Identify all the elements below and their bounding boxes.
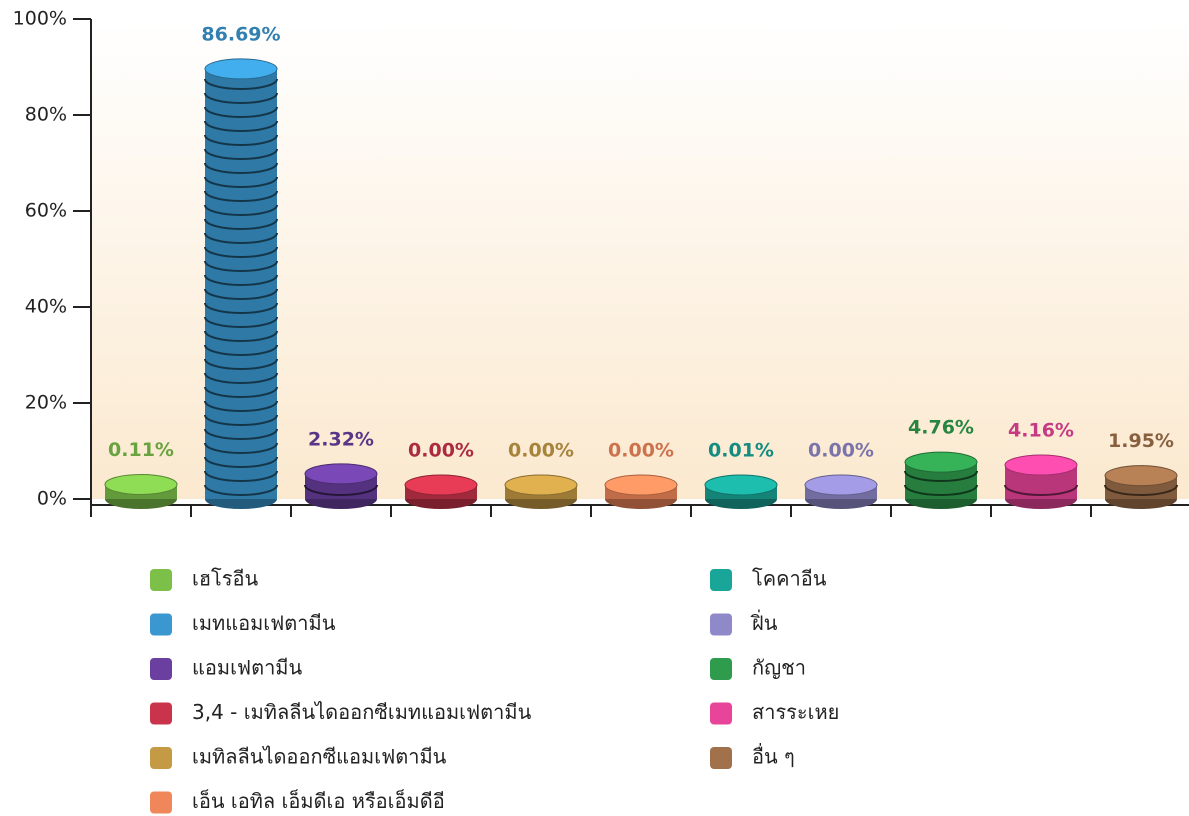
y-tick-label: 20% xyxy=(25,392,67,414)
coin-edge xyxy=(204,414,278,426)
legend-swatch xyxy=(150,791,172,814)
coin-edge xyxy=(204,330,278,342)
value-label: 4.16% xyxy=(1008,420,1074,442)
legend-label: เมทแอมเฟตามีน xyxy=(192,611,336,635)
coin-edge xyxy=(204,106,278,118)
coin-edge xyxy=(204,456,278,468)
y-tick-label: 0% xyxy=(37,488,67,510)
coin-edge xyxy=(1004,484,1078,496)
coin-edge xyxy=(204,288,278,300)
y-tick-label: 100% xyxy=(13,8,67,30)
legend-swatch xyxy=(150,747,172,769)
value-label: 0.00% xyxy=(808,440,874,462)
legend-swatch xyxy=(150,569,172,591)
legend-swatch xyxy=(710,658,732,680)
coin-edge xyxy=(204,218,278,230)
coin-top xyxy=(804,474,878,496)
coin-edge xyxy=(204,260,278,272)
value-label: 0.00% xyxy=(408,440,474,462)
legend-label: 3,4 - เมทิลลีนไดออกซีเมทแอมเฟตามีน xyxy=(192,700,532,724)
value-label: 1.95% xyxy=(1108,430,1174,452)
legend-label: แอมเฟตามีน xyxy=(192,656,302,680)
coin-edge xyxy=(204,162,278,174)
coin-top xyxy=(304,463,378,485)
coin-edge xyxy=(204,92,278,104)
coin-edge xyxy=(204,372,278,384)
coin-edge xyxy=(1104,484,1178,496)
coin-edge xyxy=(204,302,278,314)
legend-label: อื่น ๆ xyxy=(752,743,795,769)
coin-top xyxy=(204,58,278,80)
coin-edge xyxy=(204,232,278,244)
legend-label: เมทิลลีนไดออกซีแอมเฟตามีน xyxy=(192,745,447,769)
coin-edge xyxy=(204,316,278,328)
coin-top xyxy=(504,474,578,496)
coin-top xyxy=(1104,465,1178,487)
legend-swatch xyxy=(150,613,172,636)
coin-edge xyxy=(204,442,278,454)
coin-top xyxy=(604,474,678,496)
coin-top xyxy=(404,474,478,496)
bar xyxy=(205,68,277,499)
coin-edge xyxy=(204,400,278,412)
coin-edge xyxy=(204,134,278,146)
legend-label: กัญชา xyxy=(752,656,806,680)
legend-swatch xyxy=(150,658,172,680)
coin-top xyxy=(1004,454,1078,476)
coin-top xyxy=(904,451,978,473)
coin-edge xyxy=(204,148,278,160)
value-label: 0.01% xyxy=(708,439,774,461)
value-label: 0.11% xyxy=(108,439,174,461)
coin-edge xyxy=(204,358,278,370)
legend-swatch xyxy=(710,569,732,591)
coin-edge xyxy=(204,274,278,286)
coin-edge xyxy=(204,386,278,398)
legend-swatch xyxy=(150,702,172,725)
coin-edge xyxy=(304,484,378,496)
legend-label: เฮโรอีน xyxy=(192,567,259,591)
coin-edge xyxy=(204,246,278,258)
legend-label: เอ็น เอทิล เอ็มดีเอ หรือเอ็มดีอี xyxy=(192,788,445,813)
value-label: 0.00% xyxy=(608,440,674,462)
value-label: 86.69% xyxy=(201,23,280,45)
y-tick-label: 80% xyxy=(25,104,67,126)
legend-label: โคคาอีน xyxy=(752,567,827,591)
coin-edge xyxy=(204,78,278,90)
coin-edge xyxy=(904,470,978,482)
legend-swatch xyxy=(710,702,732,725)
coin-top xyxy=(704,474,778,496)
value-label: 0.00% xyxy=(508,440,574,462)
coin-edge xyxy=(204,120,278,132)
coin-edge xyxy=(204,176,278,188)
value-label: 2.32% xyxy=(308,428,374,450)
y-tick-label: 60% xyxy=(25,200,67,222)
coin-edge xyxy=(904,484,978,496)
coin-edge xyxy=(204,204,278,216)
legend-label: ฝิ่น xyxy=(751,609,778,635)
coin-edge xyxy=(204,428,278,440)
coin-edge xyxy=(204,484,278,496)
coin-edge xyxy=(204,190,278,202)
legend-swatch xyxy=(710,747,732,769)
coin-top xyxy=(104,473,178,495)
value-label: 4.76% xyxy=(908,417,974,439)
legend-swatch xyxy=(710,613,732,636)
y-tick-label: 40% xyxy=(25,296,67,318)
coin-edge xyxy=(204,470,278,482)
coin-edge xyxy=(204,344,278,356)
legend-label: สารระเหย xyxy=(752,700,839,724)
